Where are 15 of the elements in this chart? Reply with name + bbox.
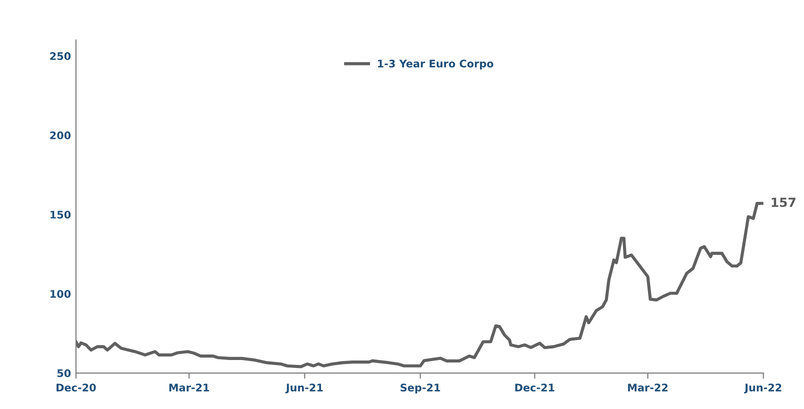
x-tick-label: Dec-21 xyxy=(515,384,554,392)
legend-label: 1-3 Year Euro Corpo xyxy=(378,60,494,70)
line-series xyxy=(76,202,764,368)
x-tick-label: Mar-22 xyxy=(628,384,668,392)
annotation: 157 xyxy=(772,198,796,207)
y-tick-label: 50 xyxy=(57,369,71,378)
x-tick-label: Jun-21 xyxy=(285,384,323,394)
x-tick-label: Jun-22 xyxy=(744,384,782,394)
x-tick-label: Mar-21 xyxy=(169,384,210,392)
y-tick-label: 100 xyxy=(50,290,71,298)
x-tick-label: Sep-21 xyxy=(400,384,440,394)
y-tick-label: 200 xyxy=(50,131,71,140)
y-tick-label: 150 xyxy=(50,210,71,219)
y-tick-label: 250 xyxy=(50,52,71,60)
x-tick-label: Dec-20 xyxy=(56,384,96,392)
